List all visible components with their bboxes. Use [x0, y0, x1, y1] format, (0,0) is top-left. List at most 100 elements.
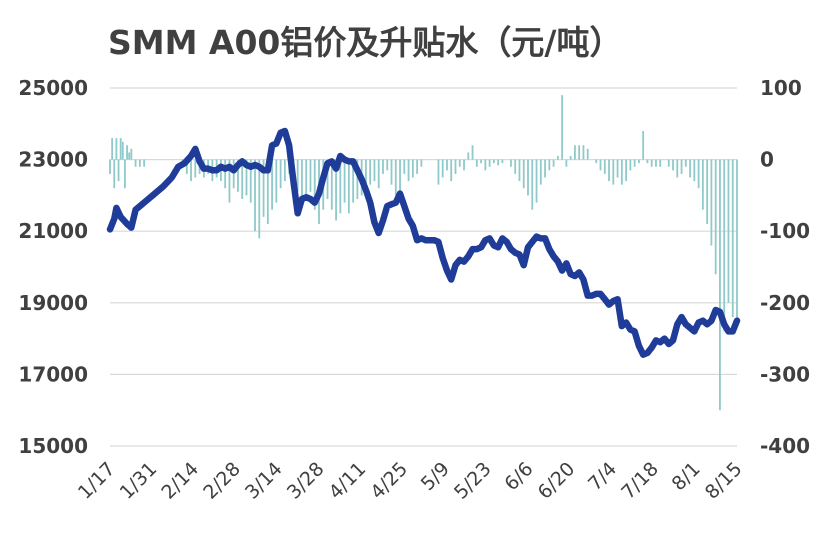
premium-bar	[659, 159, 662, 167]
premium-bar	[556, 156, 559, 160]
premium-bar	[484, 159, 487, 171]
premium-bar	[655, 159, 657, 167]
premium-bar	[441, 159, 444, 178]
left-axis: 25000 23000 21000 19000 17000 15000	[18, 76, 88, 458]
premium-bar	[130, 148, 133, 160]
premium-bar	[650, 159, 653, 167]
x-tick-label: 2/28	[199, 458, 245, 504]
right-tick-label: -400	[760, 434, 810, 458]
premium-bar	[115, 138, 118, 160]
premium-bar	[603, 159, 606, 174]
premium-bar	[109, 159, 111, 174]
premium-bar	[544, 159, 546, 178]
premium-bar	[706, 159, 709, 225]
premium-bar	[548, 159, 551, 171]
premium-bar	[266, 159, 269, 225]
x-tick-label: 3/28	[283, 458, 329, 504]
premium-bar	[241, 159, 244, 199]
premium-bar	[190, 159, 192, 182]
premium-bar	[296, 159, 299, 192]
premium-bar	[488, 159, 491, 167]
premium-bar	[403, 159, 406, 174]
premium-bar	[301, 159, 303, 207]
premium-bar	[394, 159, 397, 196]
premium-bar	[420, 159, 423, 167]
premium-bar	[237, 159, 239, 192]
premium-bar	[612, 159, 615, 185]
premium-bar	[633, 159, 636, 167]
premium-bar	[680, 159, 683, 174]
premium-bar	[693, 159, 696, 182]
premium-bar	[330, 159, 333, 210]
premium-bar	[339, 159, 342, 214]
premium-bar	[595, 159, 598, 164]
premium-bar	[608, 159, 610, 182]
premium-bar	[326, 159, 329, 199]
right-tick-label: -100	[760, 219, 810, 243]
gridlines	[110, 87, 737, 447]
premium-bar	[620, 159, 623, 185]
premium-bar	[126, 145, 128, 160]
premium-bar	[527, 159, 529, 196]
premium-bar	[599, 159, 602, 171]
left-tick-label: 21000	[18, 219, 88, 243]
premium-bar	[386, 159, 389, 171]
premium-bar	[616, 159, 619, 178]
premium-bar	[672, 159, 674, 171]
premium-bar	[684, 159, 687, 167]
premium-bar	[356, 159, 359, 199]
premium-bar	[194, 159, 197, 178]
premium-bar	[283, 159, 286, 182]
premium-bar	[539, 159, 542, 185]
premium-bar	[552, 159, 555, 167]
premium-bar	[279, 159, 282, 189]
premium-bar	[471, 145, 474, 160]
premium-bar	[531, 159, 534, 210]
premium-bar	[467, 152, 470, 160]
premium-bar	[497, 159, 500, 166]
premium-bar	[463, 159, 465, 171]
premium-bar	[407, 159, 410, 182]
x-tick-label: 1/17	[74, 458, 120, 504]
premium-bar	[480, 159, 482, 164]
premium-bar	[676, 159, 679, 178]
left-tick-label: 15000	[18, 434, 88, 458]
left-tick-label: 19000	[18, 291, 88, 315]
premium-bar	[561, 95, 564, 160]
premium-bar	[697, 159, 700, 189]
premium-bar	[701, 159, 704, 210]
premium-bar	[416, 159, 419, 174]
premium-bar	[111, 138, 114, 160]
right-tick-label: -200	[760, 291, 810, 315]
premium-bar	[124, 159, 126, 189]
premium-bar	[411, 159, 414, 178]
premium-bar	[535, 159, 538, 203]
premium-bar	[492, 159, 495, 164]
premium-bar	[501, 159, 504, 164]
premium-bar	[271, 159, 273, 210]
premium-bar	[258, 159, 261, 239]
x-tick-label: 4/25	[366, 458, 412, 504]
premium-bar	[689, 159, 691, 178]
x-tick-label: 6/20	[534, 458, 580, 504]
premium-bar	[390, 159, 393, 185]
premium-bar	[128, 152, 131, 160]
premium-bar	[719, 159, 721, 411]
premium-bar	[637, 159, 640, 164]
premium-bar	[578, 145, 581, 160]
premium-bar	[373, 159, 376, 182]
right-tick-label: -300	[760, 362, 810, 386]
x-tick-label: 7/18	[617, 458, 663, 504]
premium-bar	[646, 159, 649, 164]
premium-bar	[642, 130, 645, 160]
premium-bar	[514, 159, 517, 174]
x-tick-label: 4/11	[325, 458, 371, 504]
x-tick-label: 5/23	[450, 458, 496, 504]
premium-bar	[254, 159, 256, 232]
premium-bar	[667, 159, 670, 167]
premium-bar	[343, 159, 346, 203]
premium-bar	[305, 159, 308, 199]
x-tick-label: 8/15	[701, 458, 747, 504]
x-tick-label: 1/31	[116, 458, 162, 504]
